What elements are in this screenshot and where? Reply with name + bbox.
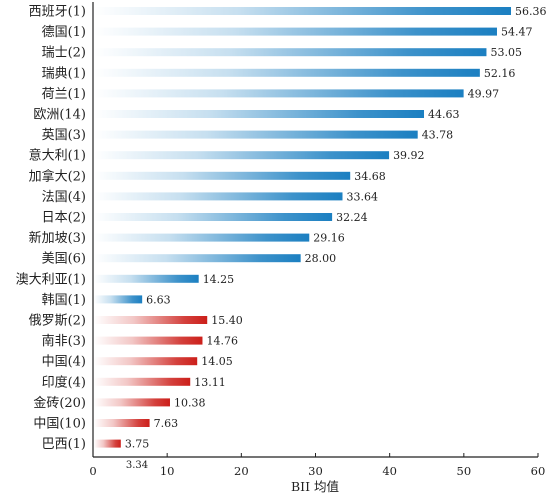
bar (94, 254, 301, 263)
bar (94, 110, 425, 118)
bar (94, 233, 310, 242)
x-tick-label: 20 (234, 464, 249, 478)
value-label: 39.92 (393, 149, 425, 162)
value-label: 13.11 (194, 376, 226, 389)
bar (94, 439, 121, 448)
category-label: 南非(3) (42, 333, 86, 349)
value-label: 7.63 (154, 417, 179, 430)
value-label: 34.68 (354, 170, 386, 183)
category-label: 瑞典(1) (42, 66, 86, 81)
bar (94, 377, 191, 386)
category-label: 加拿大(2) (29, 168, 86, 184)
value-label: 14.25 (203, 273, 235, 286)
category-label: 日本(2) (42, 211, 86, 226)
value-label: 29.16 (313, 232, 345, 245)
value-label: 10.38 (174, 396, 206, 409)
category-label: 瑞士(2) (42, 46, 86, 61)
value-label: 49.97 (468, 87, 500, 100)
labels-layer: 西班牙(1) 56.36 德国(1) 54.47 瑞士(2) 53.05 瑞典(1) 52.1… (16, 5, 547, 453)
value-label: 54.47 (501, 26, 533, 39)
category-label: 意大利(1) (29, 148, 86, 164)
bar (94, 48, 487, 57)
value-label: 14.05 (201, 355, 233, 368)
bar (94, 27, 497, 36)
bar (94, 274, 199, 283)
bar (94, 68, 480, 77)
category-label: 中国(10) (33, 417, 86, 432)
bar (94, 213, 333, 221)
value-label: 43.78 (422, 129, 454, 142)
value-label: 6.63 (146, 293, 171, 306)
value-label: 32.24 (336, 211, 368, 224)
bar (94, 7, 512, 15)
x-tick-label: 60 (531, 464, 546, 478)
category-label: 荷兰(1) (42, 87, 86, 102)
bar (94, 336, 203, 345)
bar (94, 192, 343, 201)
value-label: 28.00 (305, 252, 337, 265)
annotation-label: 3.34 (126, 460, 148, 471)
bar (94, 171, 351, 180)
category-label: 俄罗斯(2) (29, 314, 86, 329)
x-tick-label: 40 (382, 464, 397, 478)
bar (94, 89, 464, 98)
x-tick-label: 10 (160, 464, 175, 478)
category-label: 中国(4) (42, 355, 86, 370)
bar (94, 316, 208, 324)
x-tick-label: 30 (308, 464, 323, 478)
bar (94, 398, 170, 407)
bar (94, 151, 390, 160)
x-tick-label: 0 (89, 464, 96, 478)
x-tick-label: 50 (457, 464, 472, 478)
category-label: 美国(6) (42, 252, 86, 267)
category-label: 英国(3) (42, 128, 86, 143)
value-label: 53.05 (490, 46, 522, 59)
category-label: 新加坡(3) (29, 230, 86, 246)
category-label: 欧洲(14) (33, 108, 86, 123)
category-label: 印度(4) (42, 374, 86, 390)
value-label: 33.64 (346, 190, 378, 203)
value-label: 14.76 (206, 335, 238, 348)
category-label: 德国(1) (42, 25, 86, 40)
bar (94, 295, 143, 304)
category-label: 金砖(20) (33, 395, 86, 411)
category-label: 韩国(1) (42, 293, 86, 308)
value-label: 52.16 (484, 67, 516, 80)
value-label: 3.75 (125, 438, 150, 451)
category-label: 法国(4) (42, 190, 86, 205)
bar (94, 130, 418, 139)
x-axis-ticks: 0 10 20 30 40 50 60 (89, 453, 545, 478)
value-label: 44.63 (428, 108, 460, 121)
x-axis-title: BII 均值 (291, 479, 339, 494)
category-label: 西班牙(1) (29, 5, 86, 20)
bar (94, 419, 150, 427)
category-label: 澳大利亚(1) (16, 271, 86, 287)
bar (94, 357, 198, 366)
value-label: 56.36 (515, 5, 547, 18)
category-label: 巴西(1) (42, 437, 86, 452)
value-label: 15.40 (211, 314, 243, 327)
bars-layer (94, 7, 512, 448)
